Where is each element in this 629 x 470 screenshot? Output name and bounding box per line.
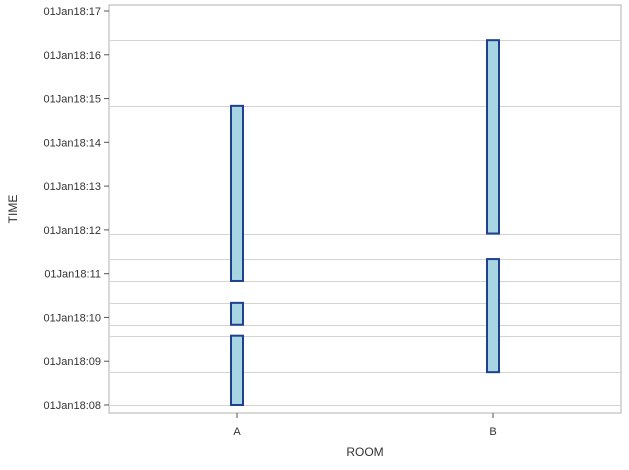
y-tick-label: 01Jan18:12: [44, 225, 102, 237]
x-tick-label: B: [489, 426, 496, 438]
range-bar-b: [486, 39, 500, 235]
y-tick-label: 01Jan18:16: [44, 50, 102, 62]
y-tick-label: 01Jan18:17: [44, 6, 102, 18]
y-tick-label: 01Jan18:15: [44, 94, 102, 106]
y-tick-label: 01Jan18:11: [44, 269, 101, 281]
y-tick-label: 01Jan18:09: [44, 356, 102, 368]
plot-frame: [108, 4, 622, 414]
bars: [230, 39, 500, 406]
y-axis: 01Jan18:08 01Jan18:09 01Jan18:10 01Jan18:11…: [44, 6, 109, 412]
range-bar-b: [486, 258, 500, 374]
y-tick-label: 01Jan18:14: [44, 137, 102, 149]
y-tick-label: 01Jan18:08: [44, 400, 102, 412]
range-bar-a: [230, 104, 244, 282]
range-bar-a: [230, 334, 244, 406]
x-axis-title: ROOM: [346, 445, 383, 459]
grid-lines: [109, 40, 621, 406]
y-axis-title: TIME: [6, 195, 20, 224]
x-tick-label: A: [233, 426, 241, 438]
y-tick-label: 01Jan18:13: [44, 181, 102, 193]
range-bar-a: [230, 301, 244, 326]
y-tick-label: 01Jan18:10: [44, 312, 102, 324]
